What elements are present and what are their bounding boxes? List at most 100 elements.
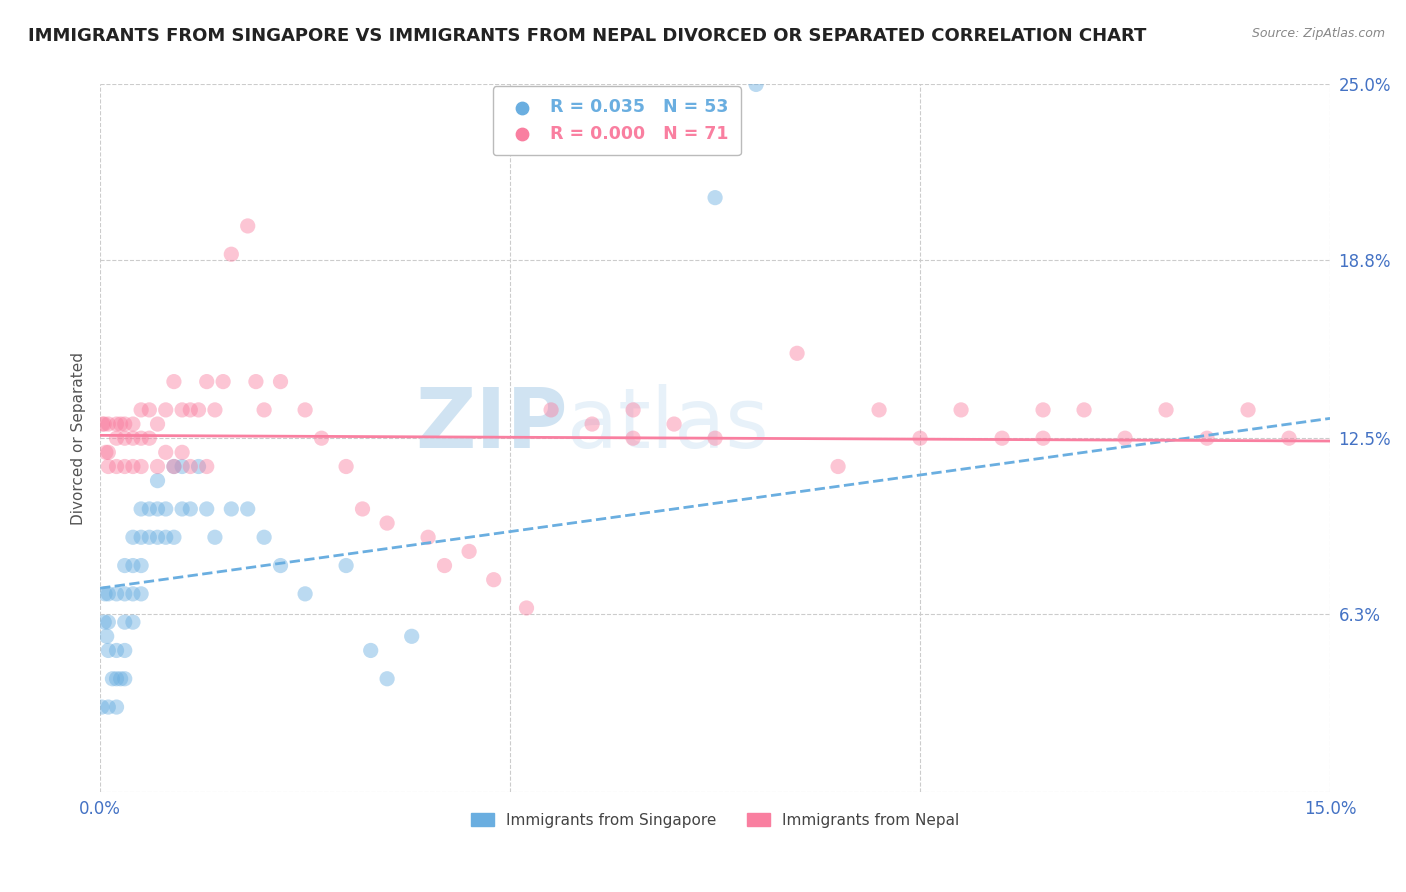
Point xyxy=(122,587,145,601)
Point xyxy=(155,445,177,459)
Point xyxy=(163,459,186,474)
Point xyxy=(94,445,117,459)
Y-axis label: Divorced or Separated: Divorced or Separated xyxy=(72,351,86,524)
Point xyxy=(122,417,145,431)
Point xyxy=(155,403,177,417)
Point xyxy=(908,431,931,445)
Point xyxy=(458,544,481,558)
Point xyxy=(146,459,169,474)
Point xyxy=(270,558,292,573)
Point xyxy=(97,445,120,459)
Point xyxy=(786,346,808,360)
Point xyxy=(270,375,292,389)
Point xyxy=(187,403,209,417)
Point xyxy=(294,587,316,601)
Text: ZIP: ZIP xyxy=(415,384,568,465)
Point xyxy=(138,502,160,516)
Point xyxy=(129,502,152,516)
Point xyxy=(540,403,562,417)
Point xyxy=(163,375,186,389)
Point xyxy=(172,459,194,474)
Text: IMMIGRANTS FROM SINGAPORE VS IMMIGRANTS FROM NEPAL DIVORCED OR SEPARATED CORRELA: IMMIGRANTS FROM SINGAPORE VS IMMIGRANTS … xyxy=(28,27,1146,45)
Point xyxy=(97,700,120,714)
Point xyxy=(195,502,218,516)
Point xyxy=(138,530,160,544)
Point xyxy=(868,403,890,417)
Point xyxy=(163,459,186,474)
Point xyxy=(253,530,276,544)
Point xyxy=(581,417,603,431)
Point xyxy=(105,643,128,657)
Point xyxy=(114,587,136,601)
Point xyxy=(94,587,117,601)
Point xyxy=(195,459,218,474)
Point xyxy=(101,672,124,686)
Point xyxy=(179,502,201,516)
Point xyxy=(204,530,226,544)
Point xyxy=(245,375,267,389)
Point xyxy=(1032,431,1054,445)
Point xyxy=(114,672,136,686)
Point xyxy=(138,403,160,417)
Point xyxy=(253,403,276,417)
Point xyxy=(105,417,128,431)
Point xyxy=(704,431,727,445)
Point xyxy=(146,417,169,431)
Point xyxy=(221,247,243,261)
Point xyxy=(129,558,152,573)
Point xyxy=(294,403,316,417)
Point xyxy=(114,615,136,629)
Point xyxy=(129,587,152,601)
Point xyxy=(1073,403,1095,417)
Point xyxy=(375,516,398,530)
Point xyxy=(96,629,118,643)
Point xyxy=(122,615,145,629)
Point xyxy=(401,629,423,643)
Point xyxy=(93,417,115,431)
Point xyxy=(114,643,136,657)
Point xyxy=(204,403,226,417)
Point xyxy=(122,431,145,445)
Point xyxy=(433,558,456,573)
Point xyxy=(416,530,439,544)
Point xyxy=(122,459,145,474)
Point xyxy=(335,558,357,573)
Point xyxy=(221,502,243,516)
Point xyxy=(745,78,768,92)
Point xyxy=(138,431,160,445)
Point xyxy=(179,403,201,417)
Point xyxy=(163,530,186,544)
Point xyxy=(1154,403,1177,417)
Point xyxy=(155,502,177,516)
Point xyxy=(482,573,505,587)
Point xyxy=(1114,431,1136,445)
Point xyxy=(179,459,201,474)
Point xyxy=(236,219,259,233)
Point xyxy=(1278,431,1301,445)
Point xyxy=(146,530,169,544)
Point xyxy=(195,375,218,389)
Point xyxy=(172,445,194,459)
Point xyxy=(129,530,152,544)
Point xyxy=(621,403,644,417)
Point xyxy=(146,474,169,488)
Point xyxy=(91,417,114,431)
Point xyxy=(105,459,128,474)
Point xyxy=(311,431,333,445)
Point xyxy=(105,587,128,601)
Point xyxy=(1032,403,1054,417)
Text: atlas: atlas xyxy=(568,384,769,465)
Point xyxy=(187,459,209,474)
Point xyxy=(114,558,136,573)
Point xyxy=(105,700,128,714)
Point xyxy=(950,403,973,417)
Point xyxy=(129,459,152,474)
Text: Source: ZipAtlas.com: Source: ZipAtlas.com xyxy=(1251,27,1385,40)
Point xyxy=(105,431,128,445)
Point xyxy=(97,587,120,601)
Point xyxy=(110,672,132,686)
Point xyxy=(155,530,177,544)
Point xyxy=(97,459,120,474)
Point xyxy=(129,403,152,417)
Point xyxy=(114,459,136,474)
